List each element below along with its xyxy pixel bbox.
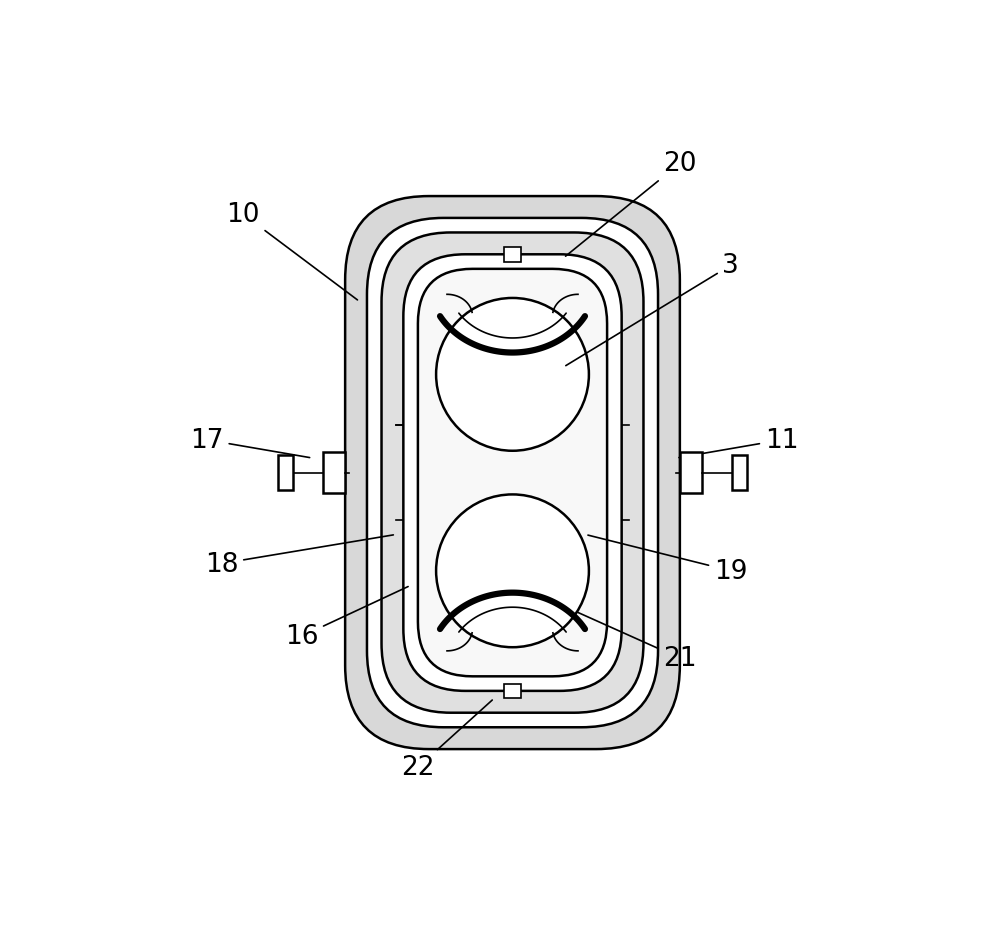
Bar [504,247,521,262]
Text: 3: 3 [566,253,739,366]
Text: 19: 19 [588,535,748,584]
FancyBboxPatch shape [403,255,622,691]
FancyBboxPatch shape [367,219,658,728]
Text: 22: 22 [401,700,492,781]
Text: 18: 18 [205,535,393,577]
Bar [323,453,345,494]
Text: 10: 10 [227,202,357,300]
Text: 20: 20 [566,151,697,257]
Text: 21: 21 [577,613,697,671]
Bar [278,456,293,491]
Text: 11: 11 [679,428,798,458]
Bar [732,456,747,491]
Bar [680,453,702,494]
Text: 17: 17 [190,428,310,458]
Text: 16: 16 [285,587,408,649]
FancyBboxPatch shape [418,270,607,677]
Circle shape [436,495,589,648]
FancyBboxPatch shape [382,233,643,713]
Bar [504,683,521,699]
Circle shape [436,298,589,451]
FancyBboxPatch shape [345,197,680,750]
